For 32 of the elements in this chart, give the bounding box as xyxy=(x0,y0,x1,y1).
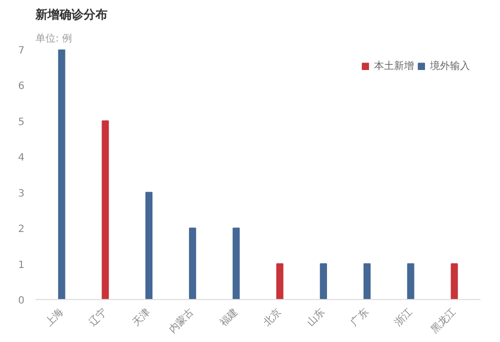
bar xyxy=(58,50,66,300)
y-tick-label: 1 xyxy=(18,260,25,271)
bar xyxy=(145,192,152,300)
bar xyxy=(450,263,458,300)
legend-label: 境外输入 xyxy=(430,60,470,73)
x-tick-label: 上海 xyxy=(42,306,66,329)
y-tick-label: 4 xyxy=(18,152,25,164)
x-tick-label: 浙江 xyxy=(392,306,415,329)
x-tick-label: 广东 xyxy=(348,306,371,329)
x-tick-label: 北京 xyxy=(261,306,284,329)
y-tick-label: 0 xyxy=(18,296,25,306)
bar xyxy=(320,263,327,300)
legend-label: 本土新增 xyxy=(374,60,414,73)
x-tick-label: 天津 xyxy=(130,306,153,329)
bar xyxy=(276,263,284,300)
y-tick-label: 3 xyxy=(18,188,25,200)
bar xyxy=(189,228,196,300)
bar xyxy=(102,120,109,300)
y-tick-label: 7 xyxy=(18,46,25,56)
y-tick-label: 5 xyxy=(18,116,25,128)
x-tick-label: 辽宁 xyxy=(86,306,110,329)
x-tick-label: 内蒙古 xyxy=(166,306,196,336)
bar xyxy=(407,263,414,300)
x-tick-label: 黑龙江 xyxy=(428,306,458,336)
chart-title: 新增确诊分布 xyxy=(34,8,108,22)
bar xyxy=(232,228,240,300)
bar xyxy=(364,263,371,300)
y-tick-label: 2 xyxy=(18,224,25,236)
x-tick-label: 福建 xyxy=(217,306,240,329)
x-tick-label: 山东 xyxy=(304,306,328,329)
chart-subtitle: 单位: 例 xyxy=(36,32,72,44)
y-tick-label: 6 xyxy=(18,81,25,92)
